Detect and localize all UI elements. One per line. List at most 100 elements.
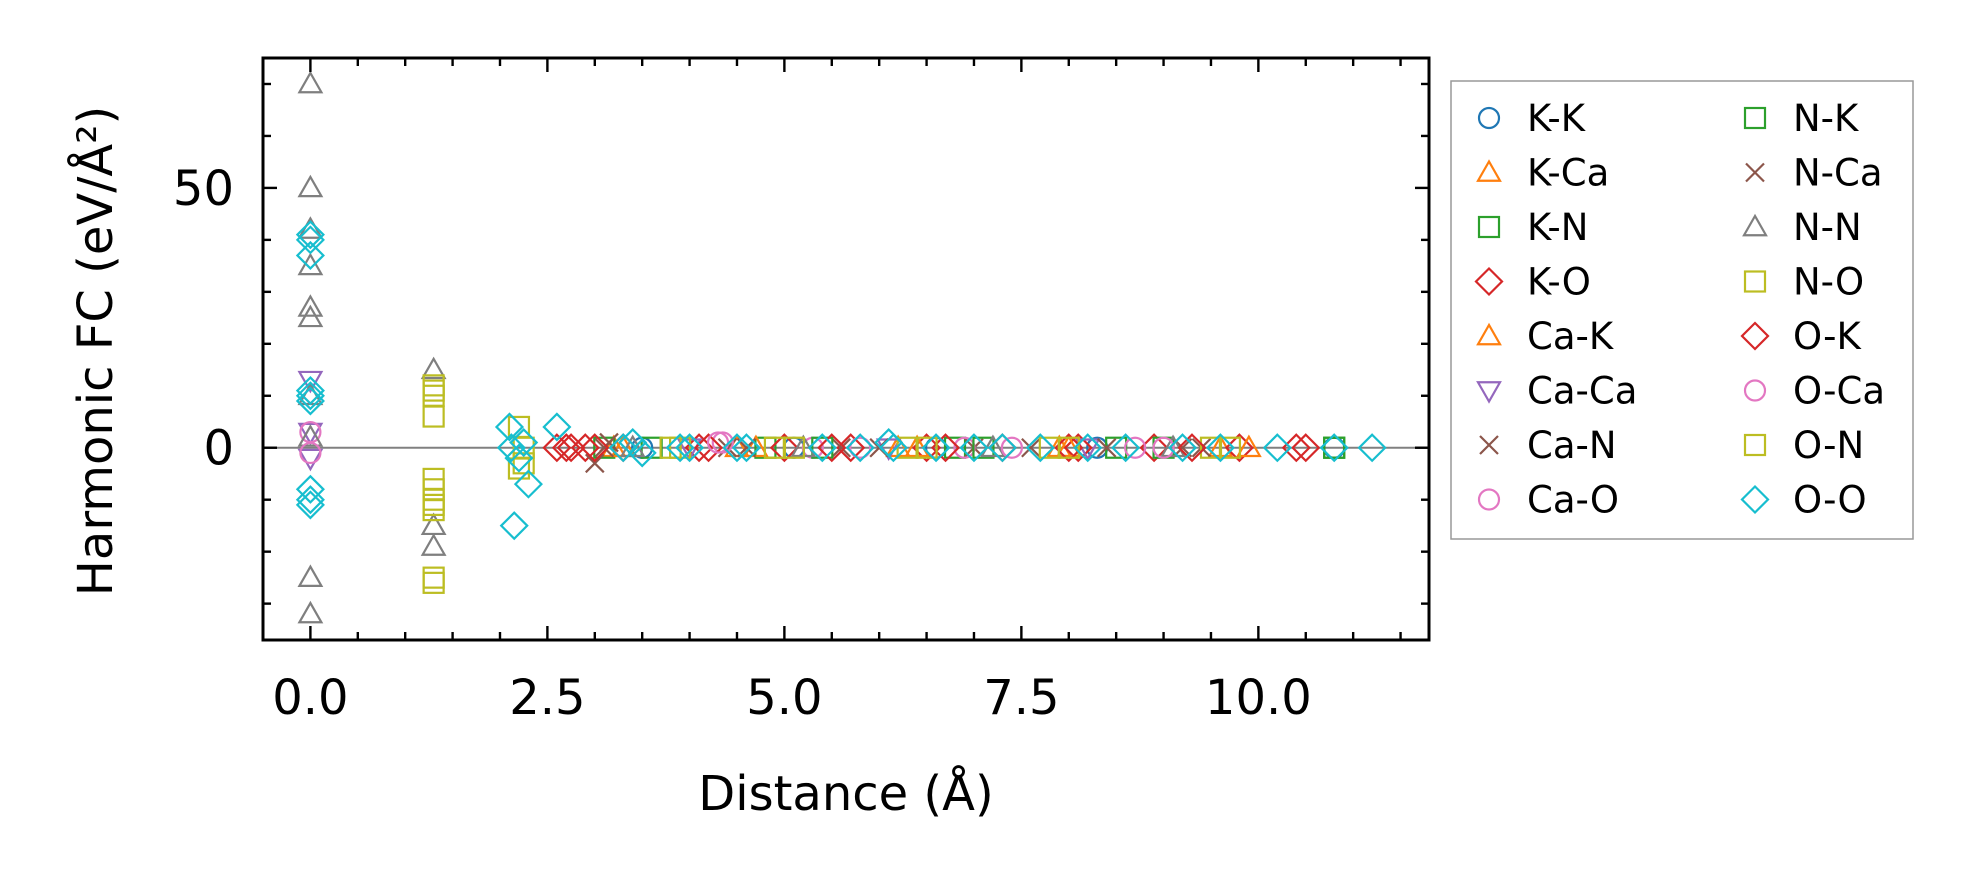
legend-label: Ca-O xyxy=(1527,479,1619,522)
legend-label: K-O xyxy=(1527,261,1591,304)
point-O-N-4 xyxy=(669,436,692,459)
point-O-O-29 xyxy=(987,433,1017,463)
plot-frame xyxy=(261,56,1431,642)
legend-item-N-Ca: N-Ca xyxy=(1745,152,1883,195)
plot-area xyxy=(263,58,1429,640)
legend-item-N-N: N-N xyxy=(1742,206,1862,249)
point-O-O-11 xyxy=(499,511,529,541)
legend-item-O-O: O-O xyxy=(1740,479,1867,522)
legend-label: O-K xyxy=(1793,315,1863,358)
point-K-O-12 xyxy=(1291,433,1321,463)
legend-item-O-N: O-N xyxy=(1743,424,1864,467)
point-O-O-10 xyxy=(496,433,526,463)
legend-marker-N-N xyxy=(1742,213,1768,237)
point-N-Ca-3 xyxy=(1021,437,1041,458)
point-O-O-18 xyxy=(627,438,657,468)
legend-item-Ca-K: Ca-K xyxy=(1476,315,1615,358)
point-K-O-5 xyxy=(769,433,799,463)
legend-label: Ca-K xyxy=(1527,315,1615,358)
legend-label: Ca-N xyxy=(1527,424,1617,467)
point-O-Ca-2 xyxy=(849,436,872,459)
point-K-N-2 xyxy=(943,436,967,459)
point-O-O-3 xyxy=(295,376,325,406)
legend-marker-N-O xyxy=(1743,270,1767,293)
point-Ca-N-5 xyxy=(1096,437,1117,458)
legend-item-N-K: N-K xyxy=(1743,97,1860,140)
point-O-K-0 xyxy=(551,433,581,463)
point-O-Ca-3 xyxy=(1000,436,1023,459)
legend: K-K K-Ca K-N K-O Ca-K Ca-Ca Ca-N Ca-O N-K N-Ca N-N… xyxy=(1450,80,1914,540)
point-O-N-1 xyxy=(422,478,445,501)
point-O-N-2 xyxy=(422,493,445,516)
point-O-O-19 xyxy=(665,433,695,463)
point-Ca-O-4 xyxy=(1124,436,1147,459)
point-N-N-1 xyxy=(297,174,324,198)
legend-marker-K-Ca xyxy=(1476,159,1502,182)
y-axis-title: Harmonic FC (eV/Å²) xyxy=(67,106,124,596)
point-O-O-34 xyxy=(1205,433,1236,463)
x-tick-label: 5.0 xyxy=(746,670,822,726)
point-O-K-2 xyxy=(693,433,724,463)
legend-frame xyxy=(1450,80,1914,540)
point-Ca-Ca-5 xyxy=(1074,438,1101,461)
legend-marker-N-K xyxy=(1743,106,1767,130)
legend-label: N-Ca xyxy=(1793,152,1883,195)
point-O-O-12 xyxy=(513,469,543,499)
point-O-O-6 xyxy=(295,474,325,504)
point-O-Ca-0 xyxy=(299,441,322,465)
point-O-O-37 xyxy=(1357,433,1387,463)
point-O-K-7 xyxy=(1281,433,1311,463)
x-tick-label: 7.5 xyxy=(983,670,1059,726)
x-tick-label: 10.0 xyxy=(1205,670,1312,726)
legend-item-K-O: K-O xyxy=(1474,261,1591,304)
legend-marker-Ca-N xyxy=(1479,435,1499,455)
point-O-K-3 xyxy=(817,433,847,463)
legend-marker-Ca-O xyxy=(1477,488,1501,511)
legend-item-O-Ca: O-Ca xyxy=(1743,370,1885,413)
point-N-K-2 xyxy=(972,436,995,459)
point-N-N-9 xyxy=(297,424,324,447)
point-N-N-8 xyxy=(297,600,324,624)
series-O-N xyxy=(422,379,1242,516)
legend-label: O-O xyxy=(1793,479,1867,522)
point-K-O-2 xyxy=(570,433,600,463)
legend-label: O-Ca xyxy=(1793,370,1885,413)
legend-marker-O-K xyxy=(1740,321,1770,351)
point-O-N-5 xyxy=(782,436,805,459)
legend-marker-N-Ca xyxy=(1745,162,1765,183)
y-tick-label: 0 xyxy=(203,421,234,477)
point-O-O-27 xyxy=(921,433,951,463)
point-Ca-K-3 xyxy=(1055,434,1082,458)
point-K-O-11 xyxy=(1224,433,1254,463)
legend-label: K-Ca xyxy=(1527,152,1609,195)
series-O-Ca xyxy=(299,431,1175,465)
x-tick-label: 0.0 xyxy=(272,670,348,726)
legend-label: Ca-Ca xyxy=(1527,370,1637,413)
point-O-O-16 xyxy=(608,433,638,463)
point-Ca-K-4 xyxy=(1235,434,1262,458)
point-O-O-4 xyxy=(295,381,325,411)
legend-marker-O-O xyxy=(1740,484,1770,515)
legend-item-Ca-N: Ca-N xyxy=(1479,424,1617,467)
point-N-N-7 xyxy=(297,564,324,587)
legend-item-O-K: O-K xyxy=(1740,315,1863,358)
legend-item-K-N: K-N xyxy=(1477,206,1588,249)
legend-label: K-K xyxy=(1527,97,1587,140)
point-O-O-1 xyxy=(295,225,325,255)
point-O-N-8 xyxy=(1218,436,1242,459)
legend-item-K-Ca: K-Ca xyxy=(1476,152,1609,195)
point-O-O-32 xyxy=(1111,433,1141,463)
point-N-Ca-0 xyxy=(594,437,615,458)
point-N-K-1 xyxy=(811,436,834,459)
point-O-N-6 xyxy=(915,436,938,459)
legend-item-Ca-Ca: Ca-Ca xyxy=(1476,370,1637,413)
point-O-K-6 xyxy=(1177,433,1207,463)
point-O-O-35 xyxy=(1262,433,1292,463)
series-O-K xyxy=(551,433,1311,463)
legend-label: O-N xyxy=(1793,424,1864,467)
series-O-O xyxy=(295,220,1387,541)
point-N-N-16 xyxy=(1160,434,1186,458)
legend-marker-K-O xyxy=(1474,266,1504,297)
point-O-O-9 xyxy=(494,412,525,442)
